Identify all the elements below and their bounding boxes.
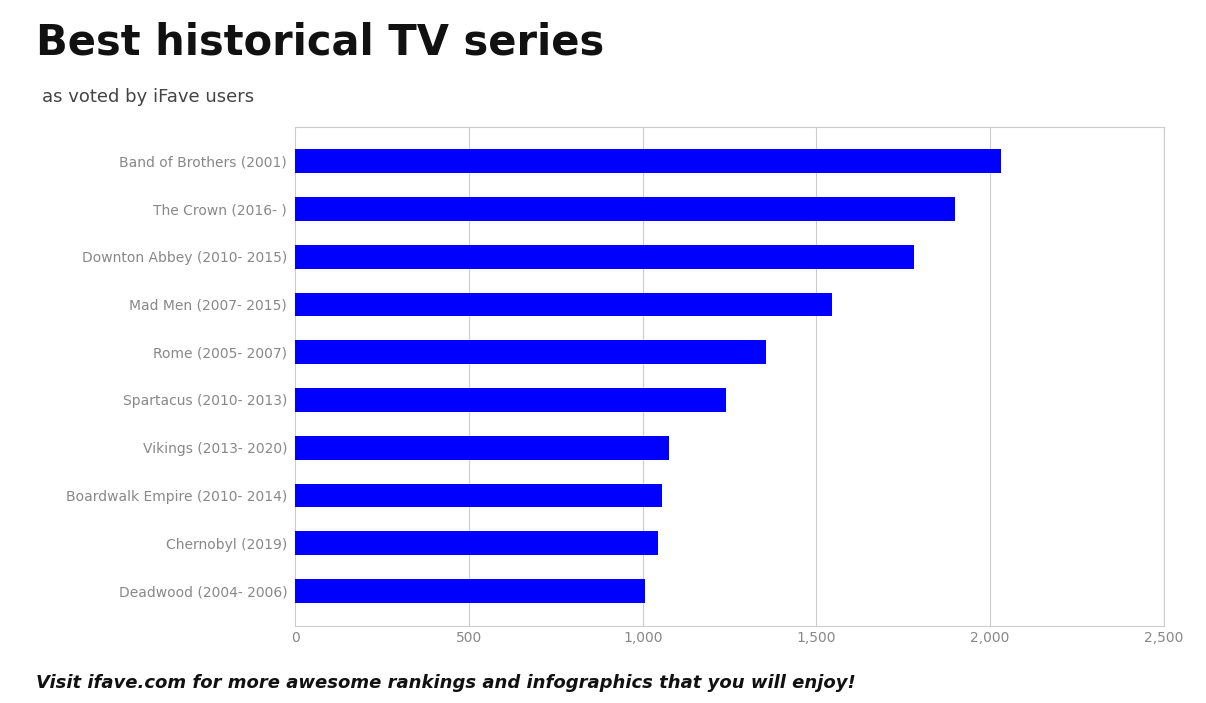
Bar (295, 531, 658, 555)
Text: as voted by iFave users: as voted by iFave users (42, 88, 254, 106)
Bar (295, 484, 662, 508)
Text: Best historical TV series: Best historical TV series (36, 21, 604, 63)
Bar (295, 436, 669, 460)
Bar (295, 340, 766, 364)
Bar (295, 197, 955, 221)
Bar (295, 292, 832, 316)
Bar (295, 149, 1001, 173)
Text: Visit ifave.com for more awesome rankings and infographics that you will enjoy!: Visit ifave.com for more awesome ranking… (36, 674, 856, 692)
Bar (295, 579, 644, 603)
Bar (295, 245, 914, 269)
Bar (295, 388, 726, 412)
